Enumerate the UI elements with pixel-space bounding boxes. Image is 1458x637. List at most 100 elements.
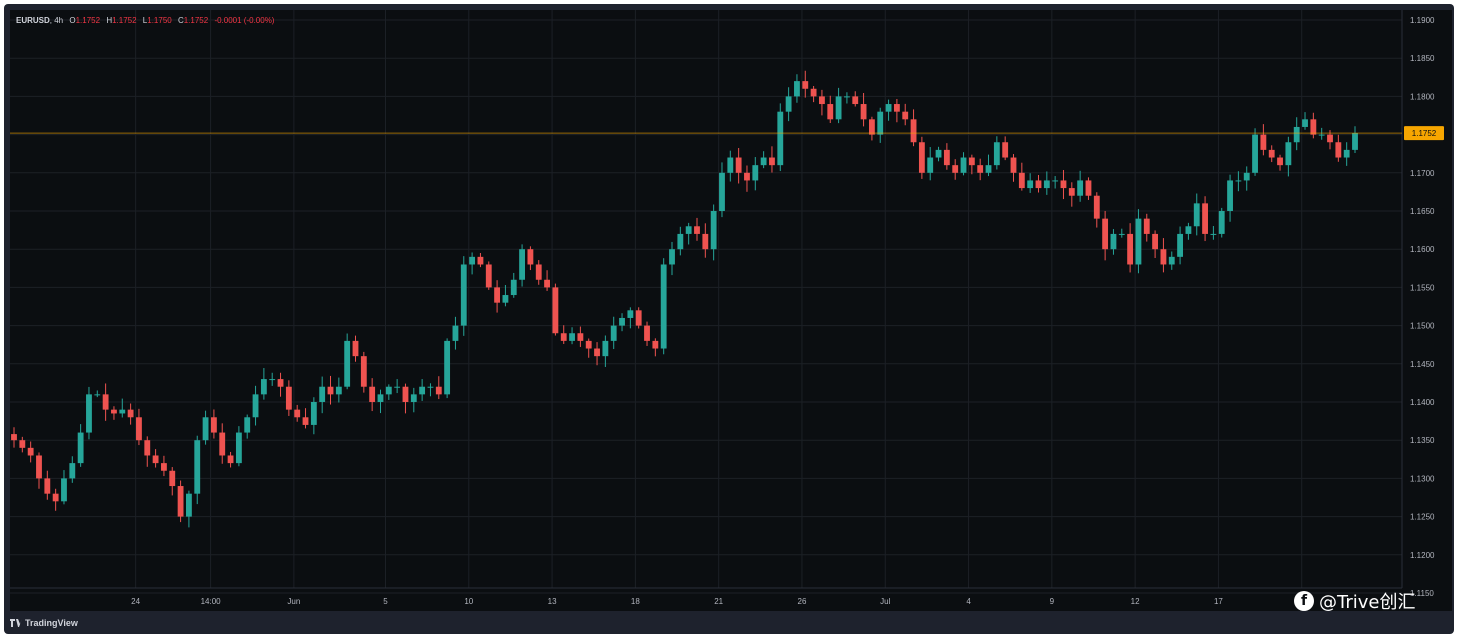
candle-body [1310,119,1317,135]
y-tick-label: 1.1250 [1410,513,1435,522]
candle-body [1010,157,1017,173]
candle-body [1252,134,1258,173]
candle-body [610,325,617,341]
candlestick-chart[interactable]: 1.1900 1.1850 1.1800 1.1750 1.1700 1.1650 1.16… [10,10,1452,611]
y-tick-label: 1.1450 [1410,360,1435,369]
candle-body [993,142,1000,166]
candle-body [819,96,825,105]
candle-body [902,111,909,120]
candle-body [86,394,92,433]
candle-body [410,394,417,402]
candle-body [119,409,126,414]
candle-body [1160,249,1167,265]
candle-body [1202,203,1208,234]
candle-body [1060,180,1067,189]
candle-body [344,340,351,387]
candle-body [1335,142,1342,158]
candle-body [1043,180,1050,189]
y-tick-label: 1.1400 [1410,398,1435,407]
candle-body [1002,142,1009,158]
candle-body [210,417,217,433]
candle-body [802,81,809,89]
candle-body [335,386,342,395]
candle-body [910,119,917,143]
candle-body [1085,180,1092,196]
candle-body [1118,233,1125,235]
tradingview-logo-icon [10,619,22,627]
candle-body [627,310,634,318]
candle-body [452,325,459,341]
candle-body [227,455,234,464]
y-tick-label: 1.1850 [1410,54,1435,63]
candle-body [360,356,367,387]
x-tick-label: 21 [714,597,723,606]
candle-body [594,348,600,357]
candle-body [569,333,575,341]
candle-body [893,104,900,112]
candle-body [977,165,984,173]
x-tick-label: 18 [631,597,640,606]
candle-body [202,417,209,441]
candle-body [277,379,284,387]
candle-body [1260,134,1267,150]
candle-body [1302,119,1308,127]
candle-body [1268,149,1275,158]
candle-body [44,478,51,494]
candle-body [494,287,501,303]
candle-body [644,325,650,341]
candle-body [635,310,642,326]
candle-body [760,157,767,166]
chart-panel[interactable]: 1.1900 1.1850 1.1800 1.1750 1.1700 1.1650 1.16… [10,10,1452,611]
candle-body [61,478,67,502]
watermark: f @Trive创汇 [1294,588,1415,614]
tradingview-label[interactable]: TradingView [25,618,78,628]
candle-body [369,386,376,402]
low-label: L [142,16,148,25]
y-tick-label: 1.1500 [1410,322,1435,331]
open-label: O [69,16,76,25]
y-tick-label: 1.1300 [1410,474,1435,483]
candle-body [1285,142,1292,166]
candle-body [194,440,201,494]
candle-body [1093,195,1100,219]
candle-body [402,386,409,402]
candle-body [469,256,476,265]
y-tick-label: 1.1200 [1410,551,1435,560]
candle-body [785,96,792,112]
zhihu-logo-icon: f [1294,591,1314,611]
ohlc-legend: EURUSD, 4h O1.1752 H1.1752 L1.1750 C1.17… [16,16,275,25]
candle-body [185,493,192,517]
candle-body [427,386,434,388]
current-price-tag [1404,126,1444,141]
candle-body [285,386,292,410]
candle-body [1227,180,1233,211]
candle-body [585,340,592,349]
candle-body [27,447,34,456]
candle-body [1068,188,1075,196]
x-tick-label: Jun [287,597,300,606]
close-value: 1.1752 [183,16,209,25]
watermark-text: @Trive创汇 [1319,592,1416,613]
candle-body [602,340,609,357]
high-label: H [106,16,113,25]
candle-body [877,111,884,135]
candle-body [968,157,975,166]
candle-body [1352,133,1358,150]
footer: TradingView [10,612,610,634]
y-tick-label: 1.1900 [1410,16,1435,25]
candle-body [77,432,84,464]
candle-body [702,233,709,250]
x-tick-label: 9 [1050,597,1055,606]
candle-body [560,333,567,341]
candle-body [69,463,76,479]
candle-body [519,249,525,280]
candle-body [1110,233,1117,250]
candle-body [619,317,625,326]
candle-body [111,409,117,414]
y-tick-label: 1.1150 [1410,589,1434,598]
candle-body [144,440,151,456]
y-tick-label: 1.1350 [1410,436,1435,445]
candle-body [710,211,717,250]
candle-body [527,249,534,265]
candle-body [1127,233,1134,265]
